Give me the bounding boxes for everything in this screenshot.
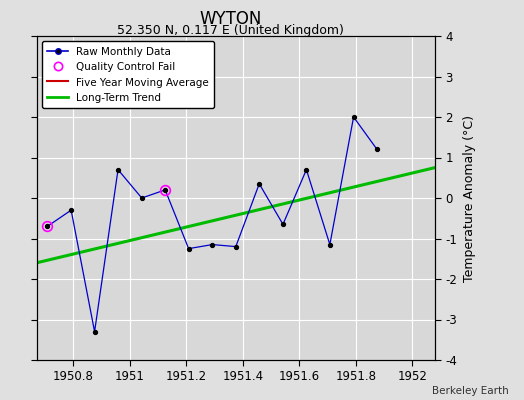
Y-axis label: Temperature Anomaly (°C): Temperature Anomaly (°C) (463, 114, 476, 282)
Text: 52.350 N, 0.117 E (United Kingdom): 52.350 N, 0.117 E (United Kingdom) (117, 24, 344, 37)
Text: Berkeley Earth: Berkeley Earth (432, 386, 508, 396)
Text: WYTON: WYTON (199, 10, 262, 28)
Legend: Raw Monthly Data, Quality Control Fail, Five Year Moving Average, Long-Term Tren: Raw Monthly Data, Quality Control Fail, … (42, 41, 214, 108)
